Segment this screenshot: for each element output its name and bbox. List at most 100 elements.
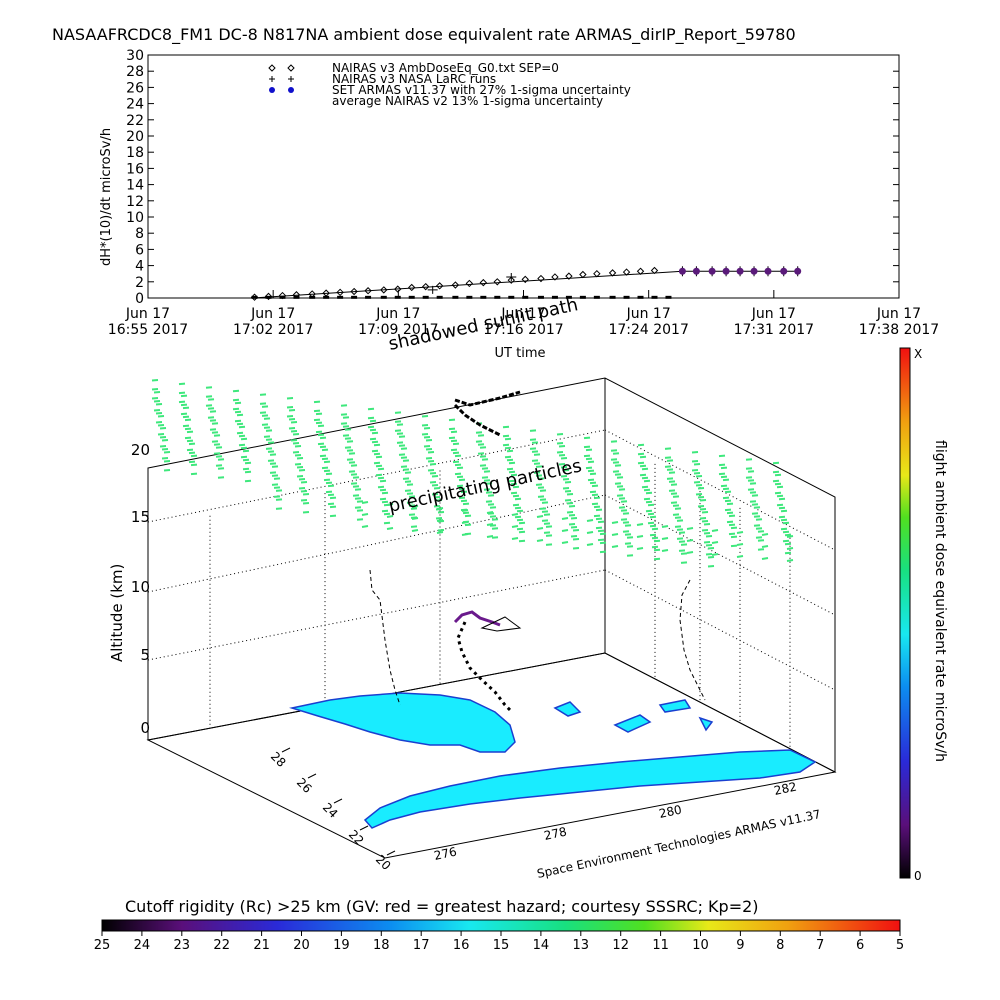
altitude-grid-line [147,569,606,661]
particle-mark [568,505,576,508]
particle-mark [701,520,709,523]
particle-mark [429,472,437,475]
nairas-v3-point [521,275,529,284]
particle-mark [678,531,686,534]
particle-mark [425,457,433,460]
particle-mark [450,448,458,452]
particle-mark [726,502,734,506]
armas-point [551,295,558,299]
armas-point [736,267,744,275]
particle-mark [454,463,462,467]
particle-mark [761,533,769,536]
particle-mark [182,424,190,428]
particle-mark [342,434,350,437]
particle-mark [350,482,358,485]
particle-mark [586,519,594,522]
particle-mark [436,519,444,522]
particle-mark [586,531,594,534]
particle-mark [620,509,628,512]
particle-mark [736,543,744,546]
particle-mark [668,471,676,474]
particle-mark [396,423,404,426]
particle-mark [786,547,794,550]
particle-mark [259,411,267,414]
particle-mark [300,481,308,484]
particle-mark [435,499,443,502]
particle-mark [680,561,688,564]
flight-path-projection [369,569,401,706]
particle-mark [518,539,526,543]
particle-mark [398,435,406,438]
cutoff-tick-label: 17 [413,938,430,953]
legend-dot-marker [288,87,294,93]
particle-mark [207,398,215,401]
particle-mark [599,532,607,536]
precipitating-particles-field [151,379,794,568]
particle-mark [294,463,302,466]
cutoff-tick-label: 8 [776,938,784,953]
particle-mark [561,517,569,520]
particle-mark [236,422,244,426]
particle-mark [703,532,711,535]
particle-mark [354,497,362,500]
particle-mark [163,451,171,454]
legend-diamond-marker [287,64,295,72]
particle-mark [259,393,267,396]
particle-mark [622,530,630,533]
particle-mark [462,511,470,515]
altitude-grid-line [147,429,606,523]
y-tick-label: 26 [126,80,144,96]
particle-mark [583,454,591,458]
particle-mark [238,443,246,447]
x-tick-date: Jun 17 [500,306,545,322]
particle-mark [612,470,620,473]
particle-mark [562,469,570,472]
particle-mark [695,484,703,487]
particle-mark [755,527,763,530]
altitude-tick-label: 5 [140,646,150,664]
x-tick-time: 17:24 2017 [608,322,688,338]
particle-mark [450,439,458,443]
particle-mark [371,440,379,444]
particle-mark [329,505,337,509]
particle-mark [265,447,273,450]
particle-mark [489,524,497,527]
particle-mark [288,409,296,412]
particle-mark [411,517,419,520]
particle-mark [693,481,701,484]
x-tick-date: Jun 17 [626,306,671,322]
nairas-v3-point [451,281,460,289]
nairas-v3-point [493,278,502,286]
particle-mark [400,465,408,468]
cutoff-tick-label: 10 [692,938,709,953]
particle-mark [556,451,564,454]
colorbar-min-label: 0 [914,869,922,883]
particle-mark [518,521,526,525]
particle-mark [462,502,470,506]
particle-mark [695,493,703,496]
particle-mark [375,455,383,459]
particle-mark [529,447,537,450]
particle-mark [485,500,493,503]
cutoff-bar-label: Cutoff rigidity (Rc) >25 km (GV: red = g… [125,897,759,916]
particle-mark [622,512,630,515]
particle-mark [560,475,568,478]
particle-mark [491,518,499,521]
particle-mark [319,436,327,440]
particle-mark [543,513,551,516]
particle-mark [624,542,632,545]
particle-mark [502,434,510,438]
x-tick-time: 17:16 2017 [483,322,563,338]
particle-mark [448,418,456,422]
particle-mark [431,475,439,478]
particle-mark [614,482,622,485]
particle-mark [535,465,543,468]
particle-mark [479,455,487,458]
cutoff-tick-label: 6 [856,938,864,953]
particle-mark [611,545,619,548]
particle-mark [354,506,362,509]
particle-mark [452,460,460,464]
particle-mark [292,451,300,454]
particle-mark [568,514,576,517]
particle-mark [267,441,275,444]
